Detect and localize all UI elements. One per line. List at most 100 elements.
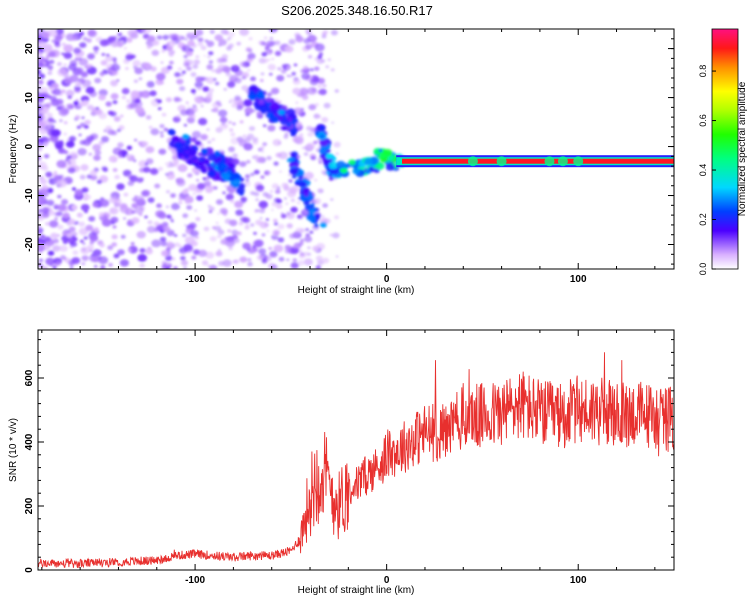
spectral-blob bbox=[84, 119, 91, 125]
spectral-blob bbox=[365, 169, 371, 175]
spectral-blob bbox=[258, 40, 264, 46]
spectral-blob bbox=[247, 56, 252, 60]
spectral-blob bbox=[281, 125, 288, 131]
spectral-blob bbox=[44, 155, 49, 159]
spectral-blob bbox=[241, 75, 247, 80]
spectral-blob bbox=[222, 191, 226, 195]
spectral-blob bbox=[79, 31, 85, 36]
spectral-blob bbox=[181, 144, 190, 151]
spectral-blob bbox=[263, 36, 268, 40]
spectral-blob bbox=[217, 248, 221, 252]
spectral-blob bbox=[78, 221, 86, 227]
spectral-blob bbox=[188, 148, 198, 156]
spectral-blob bbox=[207, 44, 212, 48]
spectral-blob bbox=[220, 172, 231, 180]
spectral-blob bbox=[54, 212, 60, 217]
spectral-blob bbox=[254, 209, 258, 213]
spectral-blob bbox=[375, 162, 385, 170]
spectral-blob bbox=[177, 67, 183, 71]
spectral-blob bbox=[259, 106, 268, 113]
spectral-blob bbox=[85, 87, 94, 94]
spectral-blob bbox=[94, 150, 102, 156]
spectral-blob bbox=[191, 130, 202, 139]
spectral-blob bbox=[298, 175, 303, 180]
spectral-blob bbox=[303, 38, 311, 44]
spectral-blob bbox=[303, 200, 310, 206]
spectral-blob bbox=[276, 186, 281, 190]
spectral-blob bbox=[303, 258, 313, 266]
spectral-blob bbox=[108, 155, 118, 163]
spectral-blob bbox=[196, 195, 204, 201]
spectral-blob bbox=[194, 81, 204, 89]
spectral-blob bbox=[166, 43, 170, 47]
spectral-blob bbox=[47, 250, 55, 256]
spectral-blob bbox=[183, 45, 187, 49]
spectral-blob bbox=[110, 80, 118, 87]
spectral-blob bbox=[194, 209, 198, 212]
spectral-blob bbox=[165, 97, 172, 103]
spectral-blob bbox=[249, 94, 257, 101]
spectral-blob bbox=[207, 140, 212, 144]
spectral-blob bbox=[190, 137, 197, 143]
spectral-blob bbox=[176, 34, 182, 39]
spectral-blob bbox=[159, 80, 165, 85]
spectral-blob bbox=[192, 104, 197, 109]
spectral-blob bbox=[51, 39, 56, 43]
spectral-blob bbox=[89, 169, 98, 176]
spectral-blob bbox=[300, 228, 306, 233]
spectral-blob bbox=[284, 248, 291, 254]
spectral-blob bbox=[239, 120, 244, 124]
spectral-blob bbox=[141, 91, 149, 98]
spectral-blob bbox=[218, 39, 227, 46]
spectral-blob bbox=[188, 113, 196, 119]
spectral-blob bbox=[309, 214, 316, 221]
spectral-blob bbox=[244, 107, 254, 115]
spectral-blob bbox=[280, 213, 287, 219]
spectral-blob bbox=[297, 260, 305, 266]
spectral-blob bbox=[335, 160, 346, 169]
spectral-blob bbox=[218, 44, 222, 47]
spectral-blob bbox=[229, 98, 235, 103]
spectral-blob bbox=[149, 90, 157, 97]
spectral-blob bbox=[80, 246, 90, 255]
spectral-blob bbox=[293, 63, 298, 67]
spectral-blob bbox=[265, 111, 274, 119]
spectral-blob bbox=[292, 243, 299, 249]
spectral-blob bbox=[325, 153, 333, 160]
spectral-blob bbox=[298, 253, 306, 259]
colorbar-tick-label: 0.4 bbox=[698, 164, 708, 177]
spectral-blob bbox=[239, 256, 248, 263]
carrier-bump bbox=[544, 156, 555, 167]
spectral-blob bbox=[150, 128, 160, 136]
spectral-blob bbox=[151, 49, 160, 57]
spectral-blob bbox=[271, 209, 274, 211]
spectral-blob bbox=[110, 216, 119, 224]
spectral-blob bbox=[47, 71, 53, 75]
spectral-blob bbox=[262, 142, 268, 147]
spectral-blob bbox=[229, 128, 234, 132]
spectral-blob bbox=[329, 169, 336, 175]
spectral-blob bbox=[258, 208, 266, 214]
spectral-blob bbox=[99, 265, 106, 269]
spectral-blob bbox=[159, 131, 164, 135]
spectral-blob bbox=[224, 184, 228, 188]
spectral-blob bbox=[147, 197, 155, 203]
spectral-blob bbox=[168, 163, 175, 168]
spectral-blob bbox=[312, 36, 318, 41]
spectral-blob bbox=[181, 44, 191, 53]
spectral-blob bbox=[220, 238, 228, 245]
spectral-blob bbox=[136, 231, 146, 239]
spectral-blob bbox=[186, 205, 193, 210]
spectral-blob bbox=[305, 228, 309, 232]
spectral-blob bbox=[161, 112, 167, 117]
spectral-blob bbox=[62, 212, 70, 219]
spectral-blob bbox=[197, 86, 202, 91]
spectral-blob bbox=[301, 72, 311, 80]
spectral-blob bbox=[38, 209, 42, 213]
spectral-blob bbox=[191, 43, 197, 48]
spectral-blob bbox=[319, 222, 327, 228]
spectral-blob bbox=[82, 242, 86, 245]
spectral-blob bbox=[317, 84, 322, 88]
spectral-blob bbox=[174, 141, 183, 149]
